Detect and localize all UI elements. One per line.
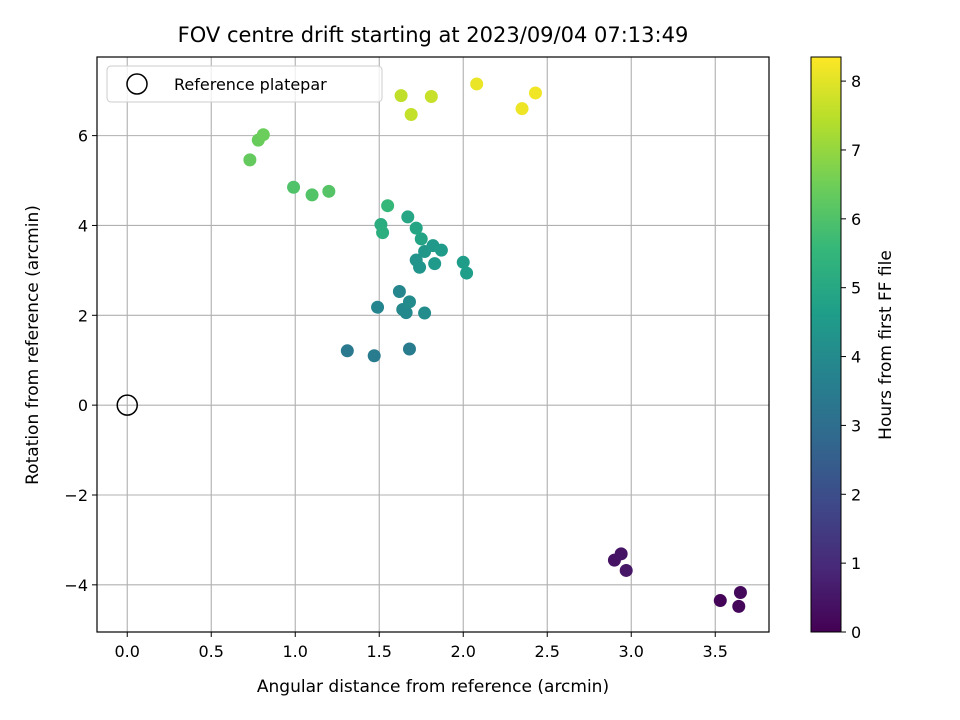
data-point (428, 257, 442, 271)
x-tick-label: 0.5 (199, 642, 224, 661)
data-point (409, 221, 423, 235)
data-point (371, 300, 385, 314)
data-point (614, 547, 628, 561)
data-point (619, 563, 633, 577)
x-tick-label: 2.0 (451, 642, 476, 661)
data-point (528, 86, 542, 100)
legend-box (106, 65, 383, 103)
legend: Reference platepar (106, 65, 383, 103)
data-point (418, 306, 432, 320)
scatter-points (243, 77, 747, 613)
legend-marker (126, 73, 148, 95)
colorbar-ticks: 0 1 2 3 4 5 6 7 8 (841, 72, 861, 642)
data-point (340, 344, 354, 358)
x-axis-title: Angular distance from reference (arcmin) (257, 677, 609, 697)
x-tick-label: 3.0 (619, 642, 644, 661)
data-point (392, 284, 406, 298)
data-point (515, 102, 529, 116)
data-point (732, 599, 746, 613)
data-point (456, 255, 470, 269)
colorbar-tick-label: 3 (851, 416, 861, 435)
grid (97, 57, 769, 632)
colorbar-tick-label: 7 (851, 141, 861, 160)
y-tick-label: −2 (64, 486, 88, 505)
x-tick-label: 3.5 (703, 642, 728, 661)
data-point (402, 295, 416, 309)
data-point (381, 199, 395, 213)
y-tick-label: 6 (78, 127, 88, 146)
x-tick-label: 2.5 (535, 642, 560, 661)
data-point (414, 232, 428, 246)
data-point (376, 226, 390, 240)
data-point (713, 594, 727, 608)
colorbar-tick-label: 6 (851, 210, 861, 229)
chart-title: FOV centre drift starting at 2023/09/04 … (178, 23, 689, 47)
data-point (399, 306, 413, 320)
data-point (470, 77, 484, 91)
colorbar: 0 1 2 3 4 5 6 7 8 Hours from first FF file (810, 56, 896, 642)
colorbar-title: Hours from first FF file (876, 250, 896, 440)
data-point (287, 180, 301, 194)
legend-label: Reference platepar (174, 75, 327, 94)
data-point (305, 188, 319, 202)
data-point (733, 585, 747, 599)
x-axis-ticks: 0.0 0.5 1.0 1.5 2.0 2.5 3.0 3.5 (115, 632, 728, 661)
data-point (434, 243, 448, 257)
y-tick-label: 0 (78, 396, 88, 415)
colorbar-tick-label: 4 (851, 348, 861, 367)
data-point (404, 108, 418, 121)
data-point (460, 266, 474, 280)
reference-point (116, 394, 138, 416)
data-point (243, 153, 257, 167)
plot-frame (96, 56, 770, 633)
y-tick-label: −4 (64, 576, 88, 595)
x-tick-label: 1.5 (367, 642, 392, 661)
colorbar-tick-label: 0 (851, 623, 861, 642)
colorbar-tick-label: 1 (851, 554, 861, 573)
data-point (394, 89, 408, 103)
data-point (367, 349, 381, 363)
data-point (402, 342, 416, 356)
y-tick-label: 2 (78, 306, 88, 325)
y-axis-title: Rotation from reference (arcmin) (23, 205, 43, 485)
reference-layer (116, 394, 138, 416)
data-point (256, 128, 270, 142)
colorbar-gradient (810, 56, 842, 633)
data-point (401, 210, 415, 224)
data-point (413, 260, 427, 274)
data-point (322, 184, 336, 198)
colorbar-tick-label: 5 (851, 279, 861, 298)
x-tick-label: 1.0 (283, 642, 308, 661)
data-point (424, 90, 438, 104)
colorbar-tick-label: 2 (851, 485, 861, 504)
y-tick-label: 4 (78, 216, 88, 235)
colorbar-tick-label: 8 (851, 72, 861, 91)
x-tick-label: 0.0 (115, 642, 140, 661)
y-axis-ticks: −4 −2 0 2 4 6 (64, 127, 97, 595)
